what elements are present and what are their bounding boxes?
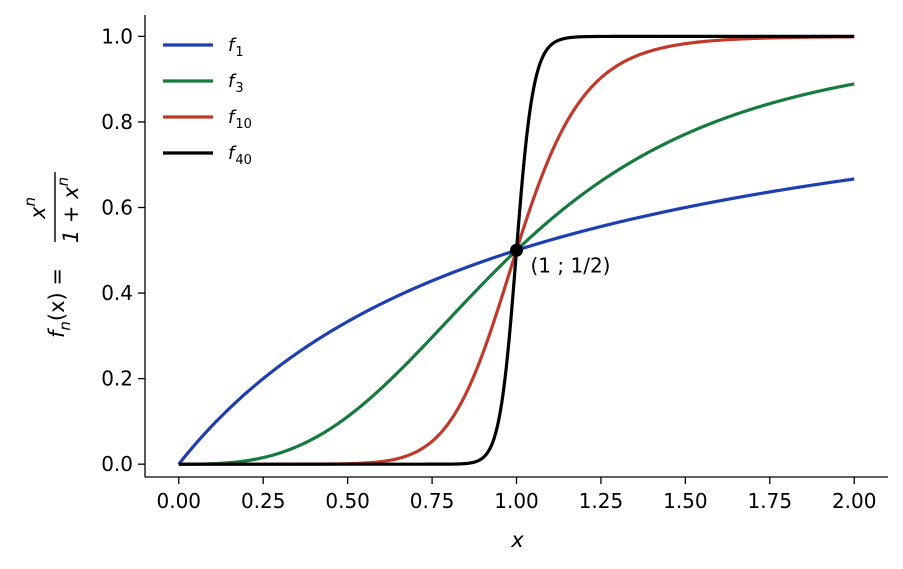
- point-label: (1 ; 1/2): [531, 253, 611, 277]
- special-point: (1 ; 1/2): [510, 243, 611, 277]
- y-tick-label: 0.8: [101, 110, 133, 134]
- legend-label-f10: f10: [228, 107, 252, 132]
- y-label-denominator: 1 + xn: [54, 177, 83, 243]
- legend: f1 f3 f10 f40: [163, 35, 252, 168]
- y-tick-label: 0.2: [101, 367, 133, 391]
- y-tick-label: 0.4: [101, 281, 133, 305]
- y-tick-label: 1.0: [101, 24, 133, 48]
- y-label-lhs: fn(x) =: [45, 268, 74, 338]
- y-tick-label: 0.0: [101, 452, 133, 476]
- legend-label-f1: f1: [228, 35, 244, 60]
- series-line-f3: [178, 82, 855, 466]
- x-tick-label: 0.00: [157, 489, 202, 513]
- x-tick-label: 2.00: [832, 489, 877, 513]
- point-marker: [510, 243, 523, 257]
- legend-label-f40: f40: [228, 143, 252, 168]
- legend-label-f3: f3: [228, 71, 244, 96]
- x-tick-label: 0.25: [241, 489, 286, 513]
- x-tick-label: 1.25: [579, 489, 624, 513]
- x-tick-label: 0.75: [410, 489, 455, 513]
- x-tick-label: 0.50: [325, 489, 370, 513]
- x-tick-label: 1.00: [494, 489, 539, 513]
- x-tick-label: 1.50: [663, 489, 708, 513]
- series-line-f1: [177, 177, 855, 466]
- x-tick-label: 1.75: [748, 489, 793, 513]
- y-tick-label: 0.6: [101, 196, 133, 220]
- x-axis-label: x: [510, 528, 524, 552]
- y-axis-label: fn(x) = xn 1 + xn: [21, 172, 83, 338]
- y-label-numerator: xn: [21, 197, 50, 220]
- axes: 0.00 0.25 0.50 0.75 1.00 1.25 1.50 1.75 2.00 0.0 0…: [101, 15, 888, 513]
